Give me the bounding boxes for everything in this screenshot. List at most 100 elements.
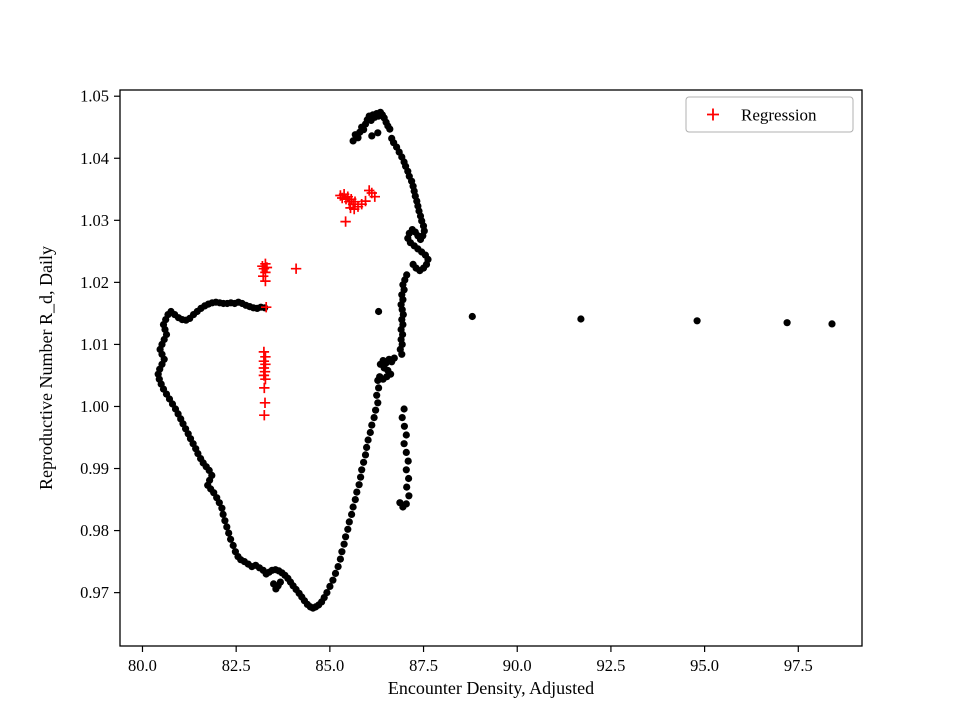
trajectory-point [386, 125, 394, 133]
trajectory-point [351, 496, 359, 504]
trajectory-point [398, 350, 406, 358]
trajectory-point [403, 483, 411, 491]
regression-point [260, 374, 271, 385]
trajectory-point [375, 307, 383, 316]
trajectory-point [348, 510, 356, 518]
trajectory-point [374, 129, 382, 137]
trajectory-point [372, 406, 380, 414]
regression-point [340, 216, 351, 227]
axes-area [120, 90, 862, 646]
trajectory-point [218, 504, 226, 512]
trajectory-point [783, 319, 791, 327]
regression-point [258, 346, 270, 358]
x-tick-label: 90.0 [503, 656, 532, 675]
trajectory-point [340, 540, 348, 548]
y-tick-label: 1.04 [80, 149, 109, 168]
regression-point [258, 271, 269, 282]
trajectory-point [344, 525, 352, 533]
trajectory-point [400, 405, 408, 413]
y-axis-ticks: 0.97 0.98 0.99 1.00 1.01 1.02 1.03 1.04 1.05 [80, 87, 120, 602]
y-tick-label: 1.01 [80, 335, 109, 354]
regression-point [369, 191, 380, 202]
trajectory-point [358, 466, 366, 474]
y-tick-label: 1.00 [80, 397, 109, 416]
x-tick-label: 80.0 [128, 656, 157, 675]
x-axis-ticks: 80.0 82.5 85.0 87.5 90.0 92.5 95.0 97.5 [128, 646, 813, 675]
trajectory-point [375, 384, 383, 392]
trajectory-point [402, 448, 410, 456]
trajectory-point [396, 499, 404, 507]
trajectory-point [402, 466, 410, 474]
trajectory-point [329, 576, 337, 584]
trajectory-point [363, 443, 371, 451]
trajectory-point [364, 436, 372, 444]
trajectory-series [154, 108, 836, 612]
legend-plus-marker-icon [707, 108, 719, 121]
legend: Regression [685, 96, 854, 133]
x-tick-label: 82.5 [222, 656, 251, 675]
trajectory-point [405, 492, 413, 500]
y-tick-label: 1.03 [80, 211, 109, 230]
y-tick-label: 1.02 [80, 273, 109, 292]
axes-border [119, 89, 863, 647]
trajectory-point [349, 503, 357, 511]
trajectory-point [225, 529, 233, 537]
trajectory-point [693, 317, 701, 325]
trajectory-point [398, 414, 406, 422]
trajectory-point [374, 376, 382, 384]
trajectory-point [357, 473, 365, 481]
trajectory-point [828, 320, 836, 328]
trajectory-point [370, 414, 378, 422]
trajectory-point [400, 422, 408, 430]
trajectory-point [353, 488, 361, 496]
regression-point [260, 275, 271, 287]
trajectory-point [404, 457, 412, 465]
regression-point [364, 185, 375, 196]
y-tick-label: 0.98 [80, 521, 109, 540]
regression-point [259, 397, 271, 408]
regression-point [261, 302, 272, 313]
regression-series [257, 185, 380, 421]
y-axis-label: Reproductive Number R_d, Daily [36, 246, 56, 490]
regression-point [360, 195, 371, 207]
trajectory-point [223, 523, 231, 531]
x-tick-label: 85.0 [315, 656, 344, 675]
y-tick-label: 0.99 [80, 459, 109, 478]
trajectory-point [355, 481, 363, 489]
trajectory-point [326, 582, 334, 591]
trajectory-point [342, 533, 350, 541]
trajectory-point [361, 451, 370, 459]
regression-point [290, 263, 302, 274]
regression-point [259, 410, 270, 421]
trajectory-point [409, 260, 417, 268]
trajectory-point [331, 569, 340, 578]
x-tick-label: 95.0 [690, 656, 719, 675]
regression-point [261, 262, 273, 273]
trajectory-point [227, 535, 235, 543]
trajectory-point [373, 391, 381, 399]
trajectory-point [374, 399, 382, 407]
trajectory-point [219, 510, 227, 518]
trajectory-point [360, 458, 368, 466]
x-tick-label: 97.5 [784, 656, 813, 675]
trajectory-point [334, 563, 342, 571]
trajectory-point [231, 548, 239, 556]
legend-box [685, 96, 854, 133]
trajectory-point [270, 580, 278, 588]
x-tick-label: 92.5 [596, 656, 625, 675]
trajectory-point [221, 517, 229, 525]
trajectory-point [345, 518, 353, 526]
trajectory-point [276, 578, 284, 586]
trajectory-point [366, 428, 374, 437]
y-tick-label: 0.97 [80, 583, 109, 602]
trajectory-point [405, 474, 413, 483]
trajectory-point [360, 126, 368, 134]
trajectory-point [229, 541, 237, 550]
regression-point [259, 382, 270, 394]
legend-label: Regression [741, 106, 817, 125]
trajectory-point [354, 134, 362, 142]
trajectory-point [577, 315, 585, 323]
trajectory-point [368, 132, 376, 140]
